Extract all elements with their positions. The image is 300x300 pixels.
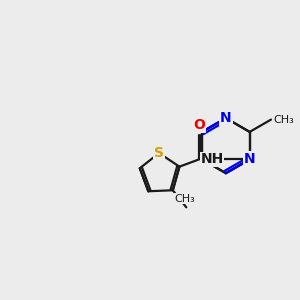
Text: N: N: [220, 111, 232, 125]
Text: O: O: [193, 118, 205, 132]
Text: S: S: [154, 146, 164, 160]
Text: N: N: [244, 152, 256, 167]
Text: CH₃: CH₃: [175, 194, 195, 204]
Text: NH: NH: [200, 152, 224, 167]
Text: CH₃: CH₃: [273, 115, 294, 124]
